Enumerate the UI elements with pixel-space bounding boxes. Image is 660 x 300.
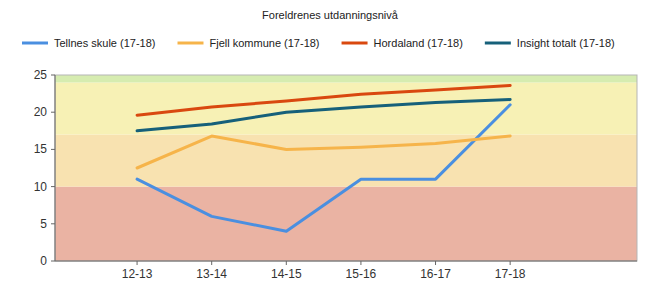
x-axis-line — [55, 261, 637, 262]
series-lines — [137, 85, 510, 231]
legend-swatch — [22, 42, 48, 45]
y-axis-line — [55, 75, 56, 261]
legend-swatch — [342, 42, 368, 45]
y-tick — [51, 75, 55, 76]
x-tick-label: 14-15 — [271, 267, 302, 281]
y-tick — [51, 149, 55, 150]
y-tick-label: 25 — [34, 68, 48, 82]
y-tick — [51, 112, 55, 113]
title: Foreldrenes utdanningsnivå — [262, 9, 399, 21]
legend-label: Fjell kommune (17-18) — [210, 37, 320, 49]
series-line — [137, 100, 510, 131]
x-tick — [435, 261, 436, 265]
band — [55, 75, 637, 82]
y-tick-label: 0 — [40, 254, 47, 268]
plot-frame — [55, 75, 637, 261]
x-tick-label: 16-17 — [420, 267, 451, 281]
y-tick — [51, 186, 55, 187]
y-tick-label: 5 — [40, 217, 47, 231]
band — [55, 187, 637, 261]
y-tick-label: 10 — [34, 180, 48, 194]
legend-label: Hordaland (17-18) — [374, 37, 463, 49]
series-line — [137, 136, 510, 168]
legend-label: Insight totalt (17-18) — [517, 37, 615, 49]
x-tick-label: 17-18 — [495, 267, 526, 281]
y-tick-label: 20 — [34, 105, 48, 119]
legend-label: Tellnes skule (17-18) — [54, 37, 156, 49]
legend-swatch — [178, 42, 204, 45]
y-tick-label: 15 — [34, 142, 48, 156]
x-tick — [286, 261, 287, 265]
x-tick-label: 13-14 — [196, 267, 227, 281]
bands — [55, 75, 637, 261]
series-line — [137, 105, 510, 231]
x-tick — [510, 261, 511, 265]
legend-swatch — [485, 42, 511, 45]
x-tick-label: 15-16 — [346, 267, 377, 281]
x-tick — [137, 261, 138, 265]
band — [55, 82, 637, 134]
x-tick-label: 12-13 — [122, 267, 153, 281]
y-tick — [51, 223, 55, 224]
y-tick — [51, 261, 55, 262]
x-tick — [360, 261, 361, 265]
band — [55, 135, 637, 187]
chart: Foreldrenes utdanningsnivå 0 5 10 15 20 25 12-1… — [0, 0, 660, 300]
x-tick — [211, 261, 212, 265]
legend: Tellnes skule (17-18) Fjell kommune (17-1… — [22, 37, 615, 49]
